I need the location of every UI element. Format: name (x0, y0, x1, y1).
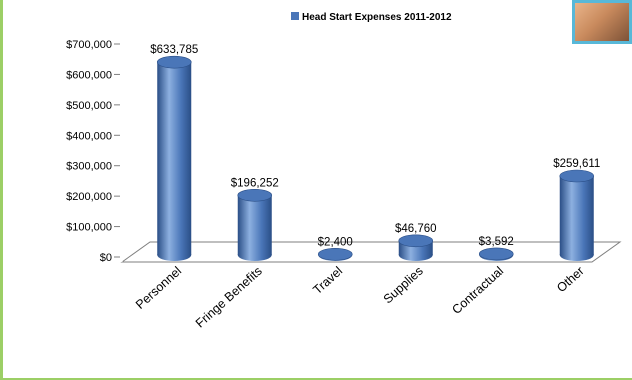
category-label: Contractual (449, 264, 506, 317)
bar (478, 247, 514, 261)
data-label: $259,611 (553, 158, 600, 170)
bar-body (157, 62, 192, 255)
data-label: $633,785 (150, 44, 198, 56)
chart-floor (120, 42, 622, 263)
bar (156, 55, 192, 261)
bar-body (237, 195, 272, 255)
data-label: $3,592 (479, 236, 514, 248)
data-label: $46,760 (395, 223, 437, 235)
legend: Head Start Expenses 2011-2012 (291, 12, 452, 23)
bar (398, 234, 434, 261)
data-label: $2,400 (318, 236, 353, 248)
bar-base (237, 249, 272, 261)
y-tick-label: $700,000 (66, 39, 112, 51)
bar (559, 169, 595, 261)
category-label: Supplies (381, 264, 426, 306)
y-tick-label: $100,000 (66, 222, 112, 234)
bar-top (317, 247, 353, 261)
bar (317, 247, 353, 261)
legend-label: Head Start Expenses 2011-2012 (302, 12, 452, 23)
y-tick-label: $500,000 (66, 100, 112, 112)
bar-base (157, 249, 192, 261)
category-label: Personnel (133, 264, 184, 312)
y-axis-ticks: $0 $100,000 $200,000 $300,000 $400,000 $500,0… (66, 39, 120, 264)
bar (237, 188, 273, 261)
bar-top (237, 188, 273, 202)
data-labels: $633,785 $196,252 $2,400 $46,760 $3,592 $259,… (150, 44, 600, 248)
bar-top (398, 234, 434, 248)
category-labels: Personnel Fringe Benefits Travel Supplies Co… (133, 264, 587, 331)
bar-top (559, 169, 595, 183)
bar-base (398, 249, 433, 261)
data-label: $196,252 (231, 177, 279, 189)
y-tick-label: $400,000 (66, 130, 112, 142)
bar-top (156, 55, 192, 69)
y-tick-label: $0 (100, 252, 112, 264)
bar-top (478, 247, 514, 261)
y-tick-label: $200,000 (66, 191, 112, 203)
y-tick-label: $600,000 (66, 69, 112, 81)
y-tick-label: $300,000 (66, 161, 112, 173)
corner-photo (572, 0, 632, 44)
legend-swatch (291, 12, 299, 20)
category-label: Other (554, 264, 587, 295)
bar-base (559, 249, 594, 261)
category-label: Travel (310, 264, 345, 297)
bar-body (559, 176, 594, 255)
category-label: Fringe Benefits (193, 264, 265, 331)
bars (156, 55, 595, 261)
